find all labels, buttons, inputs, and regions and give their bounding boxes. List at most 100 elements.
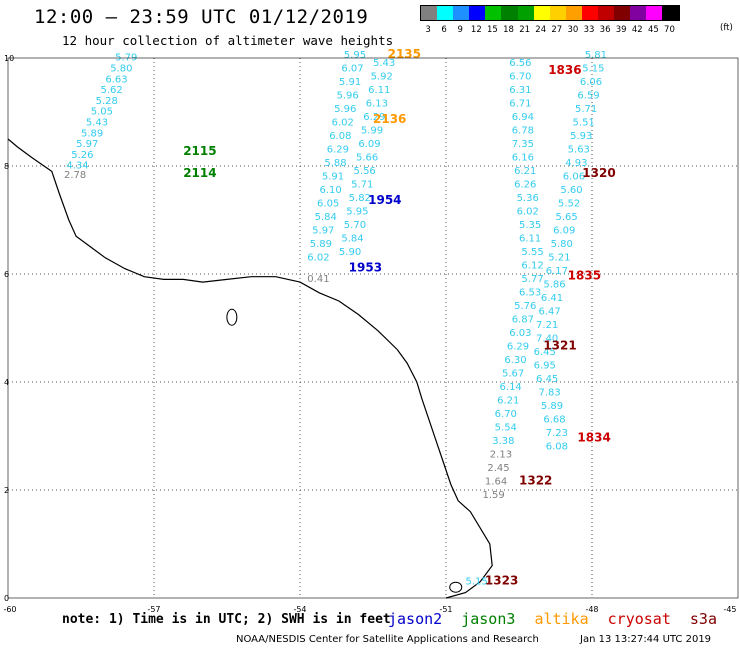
swh-value: 5.21: [548, 253, 570, 264]
swh-value: 5.62: [100, 85, 122, 96]
swh-value: 5.35: [519, 220, 541, 231]
swh-value: 5.99: [361, 126, 383, 137]
swh-value: 6.08: [329, 131, 351, 142]
swh-value: 7.23: [546, 428, 568, 439]
swh-value: 5.97: [312, 226, 334, 237]
swh-value: 6.12: [521, 261, 543, 272]
track-label: 1953: [349, 260, 382, 274]
swh-value: 3.38: [492, 436, 514, 447]
track-label: 2136: [373, 112, 406, 126]
sat-jason3-label: jason3: [461, 610, 516, 628]
legend-swatch: [614, 6, 631, 20]
swh-value: 5.89: [310, 239, 332, 250]
swh-value: 5.95: [346, 207, 368, 218]
legend-swatch: [469, 6, 486, 20]
swh-value: 6.29: [507, 342, 529, 353]
swh-value: 6.53: [519, 288, 541, 299]
legend-swatch: [581, 6, 599, 20]
swh-value: 5.84: [315, 212, 337, 223]
swh-value: 6.14: [500, 382, 522, 393]
swh-value: 5.81: [585, 50, 607, 61]
page-subtitle: 12 hour collection of altimeter wave hei…: [62, 33, 394, 48]
swh-value: 5.77: [521, 274, 543, 285]
swh-value: 7.40: [536, 334, 558, 345]
swh-value: 7.83: [538, 388, 560, 399]
lake-outline: [226, 308, 238, 326]
satellite-key: jason2 jason3 altika cryosat s3a: [388, 610, 727, 628]
swh-value: 6.87: [512, 315, 534, 326]
track-label: 1321: [543, 339, 576, 353]
swh-value: 6.68: [543, 415, 565, 426]
legend-label: 45: [647, 25, 659, 35]
swh-value: 5.89: [541, 401, 563, 412]
swh-value: 5.80: [110, 64, 132, 75]
y-tick-label: 2: [4, 486, 9, 495]
swh-value: 6.29: [363, 112, 385, 123]
swh-value: 5.05: [91, 107, 113, 118]
swh-value: 6.03: [509, 328, 531, 339]
swh-value: 1.64: [485, 477, 507, 488]
track-label: 1836: [548, 63, 581, 77]
legend-swatch: [662, 6, 679, 20]
swh-value: 6.31: [509, 85, 531, 96]
legend-swatch: [598, 6, 615, 20]
swh-value: 6.41: [541, 293, 563, 304]
swh-value: 5.90: [339, 247, 361, 258]
swh-value: 5.55: [521, 247, 543, 258]
swh-value: 6.45: [536, 374, 558, 385]
swh-value: 5.67: [502, 369, 524, 380]
swh-value: 6.95: [534, 361, 556, 372]
page-title: 12:00 — 23:59 UTC 01/12/2019: [34, 6, 369, 28]
legend-label: 39: [615, 25, 627, 35]
track-label: 1834: [577, 430, 610, 444]
x-tick-label: -60: [3, 605, 16, 614]
swh-value: 5.96: [337, 91, 359, 102]
swh-value: 6.71: [509, 99, 531, 110]
swh-value: 5.36: [517, 193, 539, 204]
legend-label: 30: [567, 25, 579, 35]
swh-value: 1.59: [483, 490, 505, 501]
legend-label: 24: [535, 25, 547, 35]
sat-s3a-label: s3a: [689, 610, 717, 628]
swh-value: 6.45: [534, 347, 556, 358]
swh-value: 5.71: [351, 180, 373, 191]
swh-value: 6.02: [307, 253, 329, 264]
swh-value: 5.65: [556, 212, 578, 223]
swh-value: 6.02: [332, 118, 354, 129]
swh-value: 6.78: [512, 126, 534, 137]
legend-label: 18: [503, 25, 514, 35]
swh-value: 6.56: [509, 58, 531, 69]
swh-value: 5.70: [344, 220, 366, 231]
swh-value: 6.26: [514, 180, 536, 191]
x-tick-label: -54: [293, 605, 306, 614]
footer-note: note: 1) Time is in UTC; 2) SWH is in fe…: [62, 612, 391, 627]
legend-swatch: [533, 6, 550, 20]
swh-value: 6.70: [495, 409, 517, 420]
credit-line: NOAA/NESDIS Center for Satellite Applica…: [236, 634, 539, 645]
legend-label: 12: [470, 25, 482, 35]
swh-value: 5.26: [71, 150, 93, 161]
track-label: 2115: [183, 144, 216, 158]
legend-label: 15: [487, 25, 498, 35]
legend-label: 70: [664, 25, 675, 35]
y-tick-label: 6: [4, 270, 9, 279]
swh-value: 6.09: [553, 226, 575, 237]
track-label: 1323: [485, 574, 518, 588]
swh-value: 6.07: [341, 64, 363, 75]
swh-value: 5.63: [568, 145, 590, 156]
swh-value: 0.41: [307, 274, 329, 285]
swh-value: 5.15: [582, 64, 604, 75]
y-tick-label: 10: [4, 54, 14, 63]
legend-swatch: [501, 6, 518, 20]
swh-value: 2.78: [64, 170, 86, 181]
sat-cryosat-label: cryosat: [607, 610, 671, 628]
track-label: 2114: [183, 166, 216, 180]
legend-swatch: [565, 6, 582, 20]
map-frame: [7, 57, 739, 599]
track-label: 1320: [582, 166, 615, 180]
legend-swatch: [517, 6, 534, 20]
legend-swatch: [485, 6, 502, 20]
swh-value: 5.80: [551, 239, 573, 250]
swh-value: 6.11: [519, 234, 541, 245]
swh-value: 6.30: [504, 355, 526, 366]
